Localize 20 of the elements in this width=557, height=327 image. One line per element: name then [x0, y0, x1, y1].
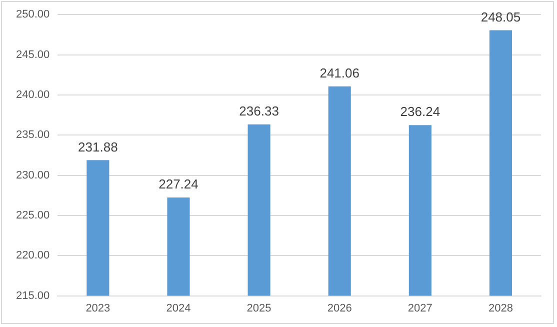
- x-tick-label: 2028: [488, 302, 513, 314]
- y-tick-label: 250.00: [16, 8, 50, 21]
- y-tick-label: 235.00: [16, 129, 50, 142]
- y-tick-label: 230.00: [16, 169, 50, 182]
- x-tick-label: 2027: [408, 302, 432, 314]
- data-label: 241.06: [320, 66, 360, 81]
- x-tick-label: 2024: [166, 302, 191, 314]
- y-tick-label: 240.00: [16, 88, 50, 101]
- data-label: 231.88: [78, 139, 118, 154]
- data-label: 227.24: [158, 176, 198, 192]
- y-tick-label: 225.00: [16, 209, 50, 222]
- y-tick-label: 245.00: [16, 48, 50, 61]
- y-tick-label: 215.00: [16, 290, 50, 302]
- data-label: 236.24: [400, 104, 440, 120]
- x-tick-label: 2025: [246, 302, 272, 314]
- x-tick-label: 2023: [86, 302, 110, 314]
- x-tick-label: 2026: [327, 302, 352, 314]
- data-label: 236.33: [239, 104, 279, 119]
- y-tick-label: 220.00: [16, 250, 50, 262]
- data-label: 248.05: [480, 9, 521, 24]
